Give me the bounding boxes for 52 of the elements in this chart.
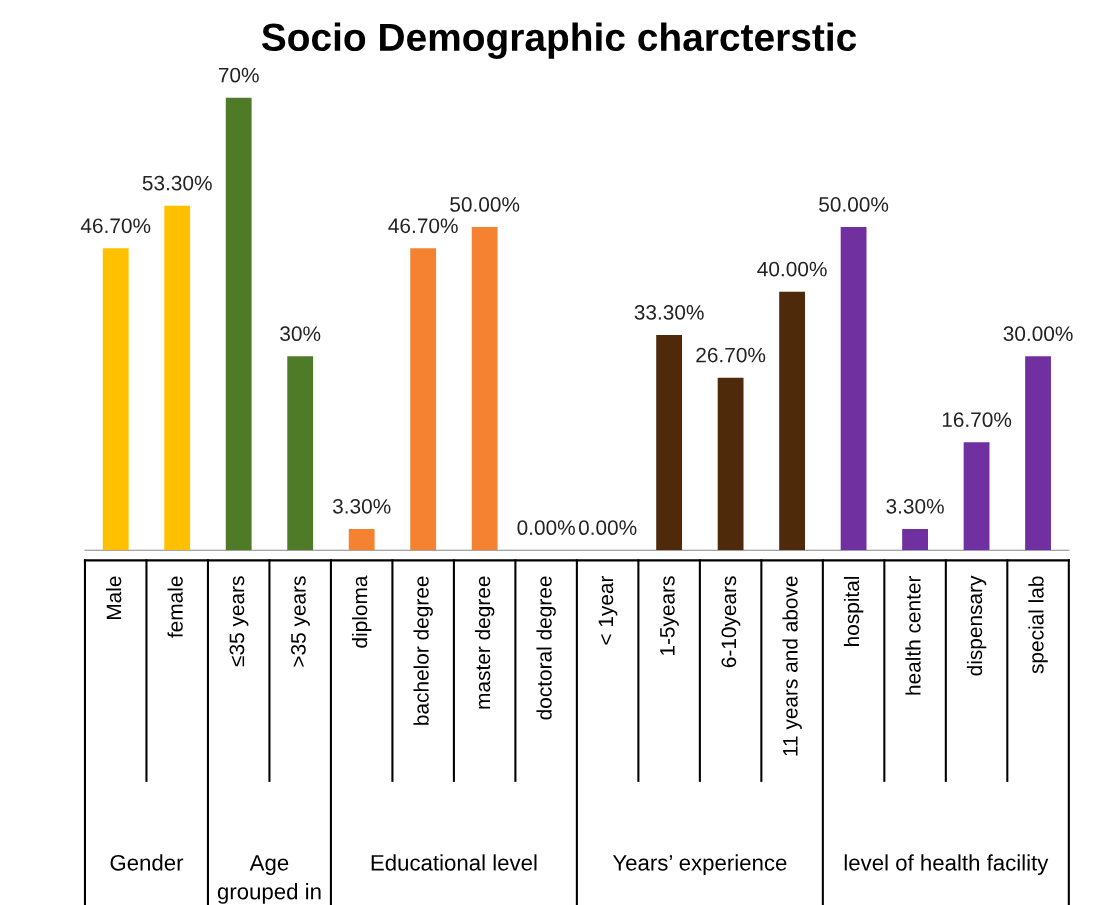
- bar: [717, 377, 744, 551]
- bar: [348, 528, 375, 551]
- x-tick-label: special lab: [1028, 576, 1048, 674]
- x-tick-label: health center: [905, 575, 921, 695]
- data-label: 30.00%: [1003, 326, 1073, 342]
- x-tick-label: 11 years and above: [782, 576, 802, 756]
- data-label: 0.00%: [517, 520, 575, 536]
- data-label: 3.30%: [332, 498, 391, 514]
- bar: [471, 227, 498, 551]
- data-label: 30%: [280, 326, 321, 342]
- x-tick-label: doctoral degree: [536, 576, 556, 720]
- data-label: 40.00%: [757, 261, 827, 277]
- x-tick-label: bachelor degree: [413, 576, 433, 725]
- x-tick-label: >35 years: [291, 576, 310, 667]
- data-label: 0.00%: [578, 520, 637, 536]
- x-tick-label: 1-5years: [660, 576, 679, 656]
- bar: [779, 291, 806, 551]
- bar: [656, 334, 683, 551]
- x-tick-label: hospital: [843, 576, 864, 646]
- x-tick-label: Male: [106, 576, 122, 620]
- data-label: 46.70%: [80, 218, 151, 234]
- x-tick-label: diploma: [351, 575, 372, 648]
- bar: [225, 97, 252, 551]
- bar: [1025, 356, 1051, 551]
- data-label: 50.00%: [819, 197, 889, 212]
- text: Educational level: [371, 854, 537, 871]
- text: Years’ experience: [612, 854, 787, 876]
- text: level of health facility: [844, 854, 1049, 876]
- bar: [840, 227, 867, 551]
- bar: [410, 248, 437, 551]
- bar: [902, 528, 928, 551]
- x-tick-label: dispensary: [966, 575, 987, 676]
- text: Gender: [110, 854, 184, 871]
- x-tick-label: 6-10years: [721, 576, 741, 668]
- chart-title: Socio Demographic charcterstic: [261, 22, 857, 59]
- data-label: 33.30%: [634, 305, 704, 320]
- data-label: 53.30%: [142, 175, 212, 191]
- bar: [102, 248, 129, 551]
- x-tick-label: < 1year: [598, 575, 618, 645]
- bar: [963, 442, 990, 551]
- data-label: 3.30%: [886, 498, 944, 514]
- data-label: 46.70%: [388, 218, 458, 234]
- text: Age grouped in: [217, 855, 321, 904]
- x-tick-label: master degree: [474, 576, 495, 709]
- x-tick-label: female: [167, 576, 183, 638]
- data-label: 26.70%: [696, 347, 766, 363]
- data-label: 70%: [218, 67, 259, 83]
- data-label: 16.70%: [942, 412, 1012, 428]
- bar: [164, 205, 191, 551]
- bar: [287, 356, 314, 551]
- x-tick-label: ≤35 years: [229, 576, 249, 667]
- data-label: 50.00%: [450, 197, 520, 212]
